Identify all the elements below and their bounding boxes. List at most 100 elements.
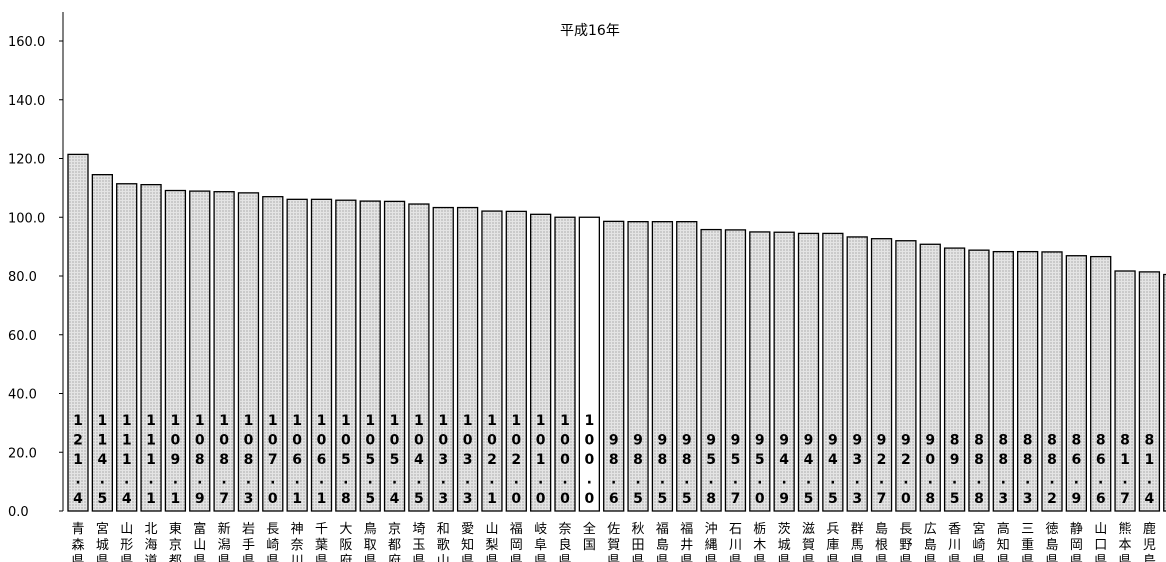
- x-tick-label-char: 県: [851, 554, 864, 562]
- bar: [651, 221, 674, 512]
- bar: [310, 198, 333, 512]
- bar: [359, 200, 381, 512]
- data-label-char: .: [465, 472, 470, 488]
- data-label-char: 1: [73, 413, 83, 429]
- data-label-char: 1: [317, 413, 327, 429]
- x-tick-label-char: 府: [339, 554, 352, 562]
- data-label-char: .: [660, 472, 665, 488]
- bar: [140, 183, 162, 512]
- x-tick-label-char: 賀: [607, 538, 620, 553]
- x-tick-label-char: 福: [680, 522, 693, 537]
- x-tick-label-char: 県: [218, 554, 231, 562]
- data-label-char: .: [684, 472, 689, 488]
- x-tick-label-char: 島: [924, 538, 937, 553]
- x-tick-label-char: 高: [997, 521, 1010, 537]
- bar: [1163, 273, 1166, 512]
- data-label-char: 1: [219, 413, 229, 429]
- data-label-char: 7: [731, 491, 741, 507]
- data-label-char: 9: [658, 433, 668, 449]
- x-tick-label-char: 県: [729, 554, 742, 562]
- data-label-char: 0: [414, 433, 424, 449]
- data-label-char: 5: [414, 491, 424, 507]
- data-label-char: 5: [706, 452, 716, 468]
- data-label-char: 2: [877, 452, 887, 468]
- data-label-char: .: [441, 472, 446, 488]
- data-label-char: 9: [877, 433, 887, 449]
- x-tick-label-char: 城: [778, 538, 791, 553]
- data-label-char: 9: [706, 433, 716, 449]
- x-tick-label-char: 県: [826, 554, 839, 562]
- x-tick-label-char: 阪: [339, 538, 352, 553]
- data-label-char: 1: [195, 413, 205, 429]
- data-label-char: 3: [438, 491, 448, 507]
- x-tick-label-char: 県: [120, 554, 133, 562]
- data-label-char: .: [343, 472, 348, 488]
- bar: [408, 203, 430, 512]
- data-label-char: 1: [122, 413, 132, 429]
- x-tick-label-char: 岐: [534, 522, 547, 537]
- x-tick-label-char: 群: [851, 522, 864, 537]
- x-tick-label-char: 都: [388, 538, 401, 553]
- x-tick-label-char: 木: [753, 538, 766, 553]
- x-tick-label-char: 県: [997, 554, 1010, 562]
- x-tick-label-char: 阜: [534, 537, 547, 553]
- data-label-char: 8: [1047, 433, 1057, 449]
- data-label-char: 8: [974, 491, 984, 507]
- data-label-char: 7: [268, 452, 278, 468]
- data-label-char: 9: [779, 433, 789, 449]
- x-tick-label-char: 県: [875, 554, 888, 562]
- bar: [724, 229, 747, 512]
- x-tick-label-char: 県: [924, 554, 937, 562]
- y-tick-label: 160.0: [8, 35, 45, 50]
- data-label-char: 2: [901, 452, 911, 468]
- x-tick-label-char: 県: [71, 554, 84, 562]
- x-tick-label-char: 川: [729, 538, 742, 553]
- bar: [481, 210, 503, 512]
- data-label-char: 0: [536, 433, 546, 449]
- bar: [1065, 255, 1087, 512]
- data-label-char: 0: [901, 491, 911, 507]
- data-label-char: 7: [1120, 491, 1130, 507]
- x-tick-label-char: 岡: [1070, 538, 1083, 553]
- data-label-char: 8: [998, 452, 1008, 468]
- x-tick-label-char: 徳: [1045, 522, 1058, 537]
- data-label-char: 0: [536, 491, 546, 507]
- data-label-char: 0: [244, 433, 254, 449]
- data-label-char: 8: [950, 433, 960, 449]
- x-tick-label-char: 児: [1143, 538, 1156, 553]
- x-tick-label-char: 梨: [485, 538, 498, 553]
- x-tick-label-char: 北: [145, 522, 158, 537]
- bar: [749, 231, 771, 512]
- data-label-char: 0: [268, 433, 278, 449]
- x-tick-label-char: 熊: [1119, 521, 1132, 537]
- x-tick-label-char: 秋: [632, 522, 645, 537]
- x-tick-label-char: 県: [680, 554, 693, 562]
- x-tick-label-char: 奈: [558, 522, 571, 537]
- data-label-char: 5: [804, 491, 814, 507]
- y-tick-label: 100.0: [8, 211, 45, 226]
- x-tick-label-char: 都: [169, 554, 182, 562]
- x-tick-label-char: 県: [972, 554, 985, 562]
- x-tick-label-char: 県: [753, 554, 766, 562]
- data-label-char: 0: [584, 491, 594, 507]
- x-tick-label-char: 本: [1119, 538, 1132, 553]
- data-label-char: 9: [195, 491, 205, 507]
- data-label-char: .: [903, 472, 908, 488]
- bar: [700, 228, 722, 512]
- x-tick-label-char: 愛: [461, 522, 474, 537]
- data-label-char: 0: [560, 452, 570, 468]
- x-tick-label-char: 井: [680, 538, 693, 553]
- x-tick-label-char: 山: [1094, 522, 1107, 537]
- bar: [116, 183, 138, 512]
- data-label-char: .: [757, 472, 762, 488]
- data-label-char: .: [173, 472, 178, 488]
- data-label-char: .: [392, 472, 397, 488]
- data-label-char: 1: [292, 491, 302, 507]
- bar: [67, 153, 89, 512]
- x-tick-label-char: 海: [145, 538, 158, 553]
- bar: [943, 247, 966, 512]
- data-label-char: .: [514, 472, 519, 488]
- x-tick-label-char: 福: [656, 522, 669, 537]
- data-label-char: .: [806, 472, 811, 488]
